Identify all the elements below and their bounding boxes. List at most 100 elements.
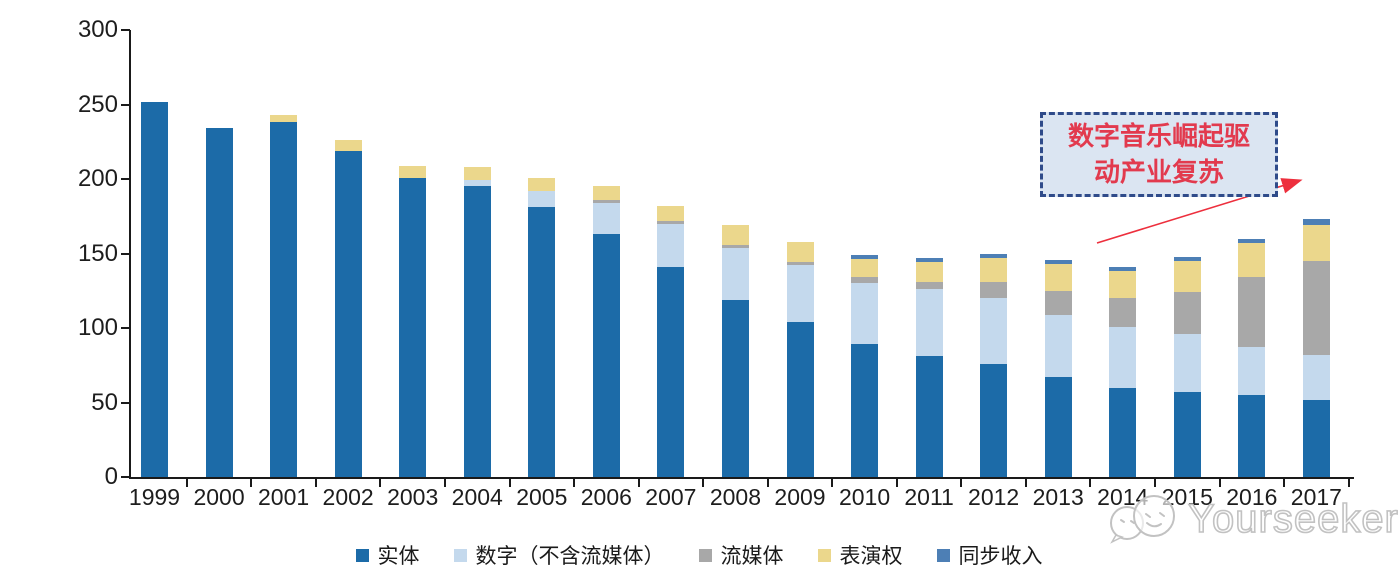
bar-segment	[528, 190, 556, 208]
bar-segment	[270, 114, 298, 123]
x-axis-tick	[443, 479, 446, 487]
x-axis-tick	[1089, 479, 1092, 487]
bar-2016	[1238, 238, 1266, 477]
bar-segment	[1302, 399, 1330, 477]
legend-swatch	[355, 548, 369, 562]
x-axis-label: 2003	[387, 484, 439, 510]
bar-segment	[915, 262, 943, 282]
y-axis-label: 50	[91, 388, 118, 416]
bar-segment	[334, 150, 362, 477]
bar-2000	[205, 128, 233, 477]
bar-segment	[1173, 292, 1201, 335]
y-axis-line	[129, 30, 131, 479]
bar-segment	[786, 322, 814, 477]
bar-segment	[1173, 256, 1201, 262]
x-axis-label: 2010	[838, 484, 891, 510]
bar-segment	[980, 258, 1008, 282]
x-axis-label: 2002	[322, 484, 374, 510]
y-axis-label: 150	[77, 239, 118, 267]
x-axis-tick	[702, 479, 705, 487]
bar-segment	[915, 289, 943, 357]
bar-segment	[528, 177, 556, 191]
bar-segment	[915, 257, 943, 263]
x-axis-tick	[637, 479, 640, 487]
bar-segment	[1238, 347, 1266, 395]
x-axis-line	[129, 477, 1354, 479]
bar-2001	[270, 114, 298, 477]
bar-segment	[1044, 314, 1072, 378]
bar-2008	[721, 225, 749, 477]
bar-segment	[1044, 290, 1072, 315]
bar-2006	[592, 186, 620, 477]
bar-2011	[915, 257, 943, 477]
x-axis-label: 1999	[128, 484, 181, 510]
legend-item: 同步收入	[936, 540, 1043, 570]
y-axis-tick	[121, 103, 130, 106]
y-axis-label: 250	[77, 90, 118, 118]
x-axis-label: 2008	[709, 484, 762, 510]
x-axis-tick	[831, 479, 834, 487]
bar-2012	[980, 253, 1008, 477]
legend-item: 表演权	[817, 540, 903, 570]
legend-swatch	[698, 548, 712, 562]
bar-segment	[1238, 243, 1266, 278]
bar-segment	[915, 356, 943, 477]
watermark: Yourseeker	[1104, 490, 1398, 548]
bar-segment	[205, 128, 233, 477]
bar-segment	[1109, 326, 1137, 388]
bar-segment	[399, 177, 427, 477]
x-axis-tick	[895, 479, 898, 487]
bar-segment	[657, 205, 685, 221]
x-axis-label: 2016	[1226, 484, 1278, 510]
bar-2009	[786, 241, 814, 477]
y-axis-tick	[121, 29, 130, 31]
legend-swatch	[453, 548, 467, 562]
bar-2005	[528, 177, 556, 477]
bar-segment	[1173, 261, 1201, 293]
legend-label: 同步收入	[958, 544, 1043, 568]
bar-segment	[592, 234, 620, 477]
bar-segment	[851, 283, 879, 345]
bar-segment	[657, 220, 685, 224]
x-axis-label: 2006	[580, 484, 632, 510]
bar-segment	[786, 241, 814, 263]
bar-2004	[463, 167, 491, 477]
bar-segment	[1238, 395, 1266, 477]
bar-segment	[334, 140, 362, 151]
legend-label: 表演权	[839, 544, 903, 568]
bar-segment	[851, 259, 879, 278]
bar-2010	[851, 254, 879, 477]
bar-segment	[721, 247, 749, 300]
bar-segment	[786, 265, 814, 322]
y-axis-tick	[121, 327, 130, 329]
bar-segment	[1302, 354, 1330, 400]
legend-item: 流媒体	[698, 540, 784, 570]
bar-segment	[1238, 277, 1266, 348]
bar-2017	[1302, 219, 1330, 477]
bar-segment	[270, 122, 298, 477]
bar-segment	[463, 180, 491, 187]
y-axis-tick	[121, 476, 130, 478]
x-axis-tick	[766, 479, 769, 487]
x-axis-tick	[250, 479, 253, 487]
legend-label: 实体	[377, 544, 420, 568]
legend-item: 实体	[355, 540, 420, 570]
x-axis-label: 2004	[451, 484, 503, 510]
bar-segment	[657, 266, 685, 477]
bar-segment	[980, 298, 1008, 364]
x-axis-tick	[1283, 479, 1286, 487]
bar-segment	[1109, 387, 1137, 477]
bar-segment	[980, 363, 1008, 477]
bar-segment	[851, 277, 879, 284]
bar-segment	[592, 199, 620, 203]
x-axis-tick	[960, 479, 963, 487]
legend-swatch	[936, 548, 950, 562]
legend-swatch	[817, 548, 831, 562]
bar-segment	[851, 254, 879, 260]
x-axis-tick	[1154, 479, 1157, 487]
bar-1999	[141, 101, 168, 477]
annotation-callout: 数字音乐崛起驱动产业复苏	[1040, 112, 1278, 197]
bar-segment	[463, 167, 491, 181]
x-axis-tick	[314, 479, 317, 487]
y-axis-label: 300	[77, 16, 118, 43]
